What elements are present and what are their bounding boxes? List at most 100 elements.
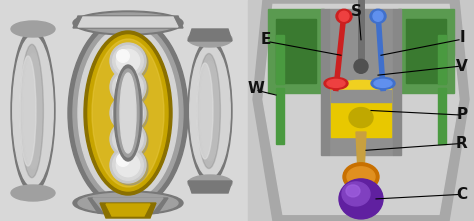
Bar bbox=[331, 94, 391, 98]
Text: V: V bbox=[456, 59, 468, 74]
Ellipse shape bbox=[113, 124, 143, 154]
Ellipse shape bbox=[336, 9, 352, 23]
Bar bbox=[276, 19, 316, 83]
Ellipse shape bbox=[78, 13, 178, 33]
Ellipse shape bbox=[114, 65, 142, 161]
Ellipse shape bbox=[110, 121, 146, 157]
Ellipse shape bbox=[23, 53, 43, 169]
Ellipse shape bbox=[110, 147, 146, 183]
Ellipse shape bbox=[339, 179, 383, 219]
Ellipse shape bbox=[197, 63, 213, 159]
Text: W: W bbox=[247, 81, 264, 96]
Ellipse shape bbox=[112, 123, 148, 159]
Ellipse shape bbox=[346, 185, 360, 197]
Ellipse shape bbox=[197, 53, 220, 168]
Ellipse shape bbox=[113, 46, 143, 76]
Ellipse shape bbox=[73, 11, 183, 35]
Bar bbox=[438, 35, 446, 84]
Ellipse shape bbox=[373, 11, 383, 21]
Ellipse shape bbox=[188, 39, 232, 183]
Ellipse shape bbox=[339, 11, 349, 21]
Polygon shape bbox=[88, 198, 168, 213]
Polygon shape bbox=[93, 198, 163, 211]
Bar bbox=[268, 9, 324, 93]
Polygon shape bbox=[188, 29, 232, 41]
Ellipse shape bbox=[112, 71, 148, 107]
Ellipse shape bbox=[116, 75, 140, 99]
Ellipse shape bbox=[116, 101, 140, 125]
Ellipse shape bbox=[117, 69, 139, 157]
Polygon shape bbox=[356, 132, 366, 172]
Text: I: I bbox=[459, 30, 465, 45]
Ellipse shape bbox=[347, 167, 375, 187]
Bar bbox=[321, 9, 329, 155]
Ellipse shape bbox=[327, 79, 345, 87]
Ellipse shape bbox=[20, 56, 36, 166]
Bar bbox=[393, 9, 401, 155]
Polygon shape bbox=[106, 204, 150, 216]
Bar bbox=[248, 0, 474, 221]
Ellipse shape bbox=[354, 59, 368, 73]
Polygon shape bbox=[100, 203, 156, 218]
Polygon shape bbox=[263, 4, 459, 214]
Bar bbox=[331, 90, 391, 94]
Ellipse shape bbox=[200, 61, 220, 161]
Ellipse shape bbox=[13, 36, 53, 187]
Ellipse shape bbox=[120, 73, 136, 153]
Bar bbox=[276, 88, 284, 144]
Ellipse shape bbox=[324, 77, 348, 90]
Ellipse shape bbox=[113, 98, 143, 128]
Ellipse shape bbox=[188, 175, 232, 191]
Text: R: R bbox=[456, 136, 468, 151]
Ellipse shape bbox=[112, 149, 148, 185]
Ellipse shape bbox=[117, 154, 129, 166]
Text: C: C bbox=[456, 187, 467, 202]
Polygon shape bbox=[253, 0, 469, 221]
Ellipse shape bbox=[73, 21, 183, 205]
Ellipse shape bbox=[331, 80, 391, 96]
Ellipse shape bbox=[190, 45, 230, 177]
Ellipse shape bbox=[116, 49, 140, 73]
Bar bbox=[406, 19, 446, 83]
Ellipse shape bbox=[88, 35, 168, 191]
Ellipse shape bbox=[343, 163, 379, 191]
Text: S: S bbox=[350, 4, 362, 19]
Ellipse shape bbox=[117, 128, 129, 140]
Ellipse shape bbox=[116, 127, 140, 151]
Text: E: E bbox=[261, 32, 271, 47]
Ellipse shape bbox=[112, 45, 148, 81]
Ellipse shape bbox=[78, 193, 178, 213]
Polygon shape bbox=[188, 181, 232, 193]
Ellipse shape bbox=[20, 44, 44, 178]
Ellipse shape bbox=[371, 77, 395, 90]
Polygon shape bbox=[73, 16, 183, 28]
Bar bbox=[438, 88, 446, 144]
Bar bbox=[331, 88, 391, 137]
Ellipse shape bbox=[117, 102, 129, 114]
Bar bbox=[329, 9, 393, 155]
Ellipse shape bbox=[11, 29, 55, 193]
Ellipse shape bbox=[188, 31, 232, 47]
Ellipse shape bbox=[117, 50, 129, 62]
Ellipse shape bbox=[113, 72, 143, 102]
Ellipse shape bbox=[68, 16, 188, 210]
Ellipse shape bbox=[116, 153, 140, 177]
Ellipse shape bbox=[110, 95, 146, 131]
Polygon shape bbox=[78, 17, 178, 27]
Ellipse shape bbox=[78, 26, 178, 200]
Ellipse shape bbox=[349, 108, 373, 128]
Ellipse shape bbox=[113, 150, 143, 180]
Ellipse shape bbox=[11, 185, 55, 201]
Ellipse shape bbox=[117, 76, 129, 88]
Ellipse shape bbox=[112, 97, 148, 133]
Ellipse shape bbox=[370, 9, 386, 23]
Ellipse shape bbox=[11, 21, 55, 37]
Text: P: P bbox=[456, 107, 467, 122]
Ellipse shape bbox=[73, 191, 183, 215]
Ellipse shape bbox=[342, 182, 370, 206]
Bar bbox=[276, 35, 284, 84]
Bar bbox=[331, 98, 391, 102]
Ellipse shape bbox=[374, 79, 392, 87]
Ellipse shape bbox=[84, 31, 172, 195]
Ellipse shape bbox=[92, 39, 164, 187]
